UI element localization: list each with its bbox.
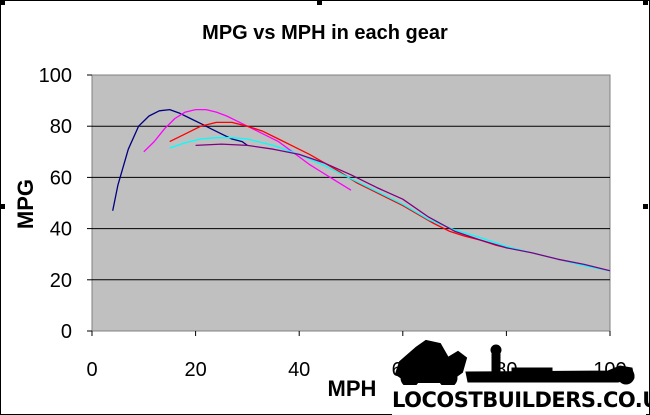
plot-area[interactable] (91, 74, 611, 332)
axis-ticks: 020406080100020406080100 (39, 65, 627, 381)
y-axis-title: MPG (13, 179, 38, 229)
y-tick-label: 100 (39, 65, 72, 87)
selection-handle-top-left[interactable] (0, 0, 5, 5)
car-silhouette-logo (394, 339, 635, 388)
x-tick-label: 40 (288, 359, 310, 381)
y-tick-label: 80 (50, 116, 72, 138)
selection-handle-top-right[interactable] (643, 0, 648, 5)
series-line-3rd-gear[interactable] (169, 121, 507, 249)
x-axis-title: MPH (328, 376, 377, 401)
y-tick-label: 0 (61, 321, 72, 343)
gridlines (92, 125, 610, 281)
watermark-text: LOCOSTBUILDERS.CO.UK (392, 385, 650, 415)
y-tick-label: 20 (50, 270, 72, 292)
selection-handle-middle-left[interactable] (0, 204, 5, 209)
series-group (112, 108, 611, 272)
y-tick-label: 60 (50, 167, 72, 189)
series-line-5th-gear[interactable] (195, 143, 611, 272)
y-tick-label: 40 (50, 219, 72, 241)
selection-handle-top-middle[interactable] (317, 0, 322, 5)
x-tick-label: 20 (184, 359, 206, 381)
chart-title: MPG vs MPH in each gear (202, 22, 448, 44)
x-tick-label: 0 (86, 359, 97, 381)
selection-handle-middle-right[interactable] (643, 204, 648, 209)
locostbuilders-watermark: LOCOSTBUILDERS.CO.UK (388, 338, 650, 415)
